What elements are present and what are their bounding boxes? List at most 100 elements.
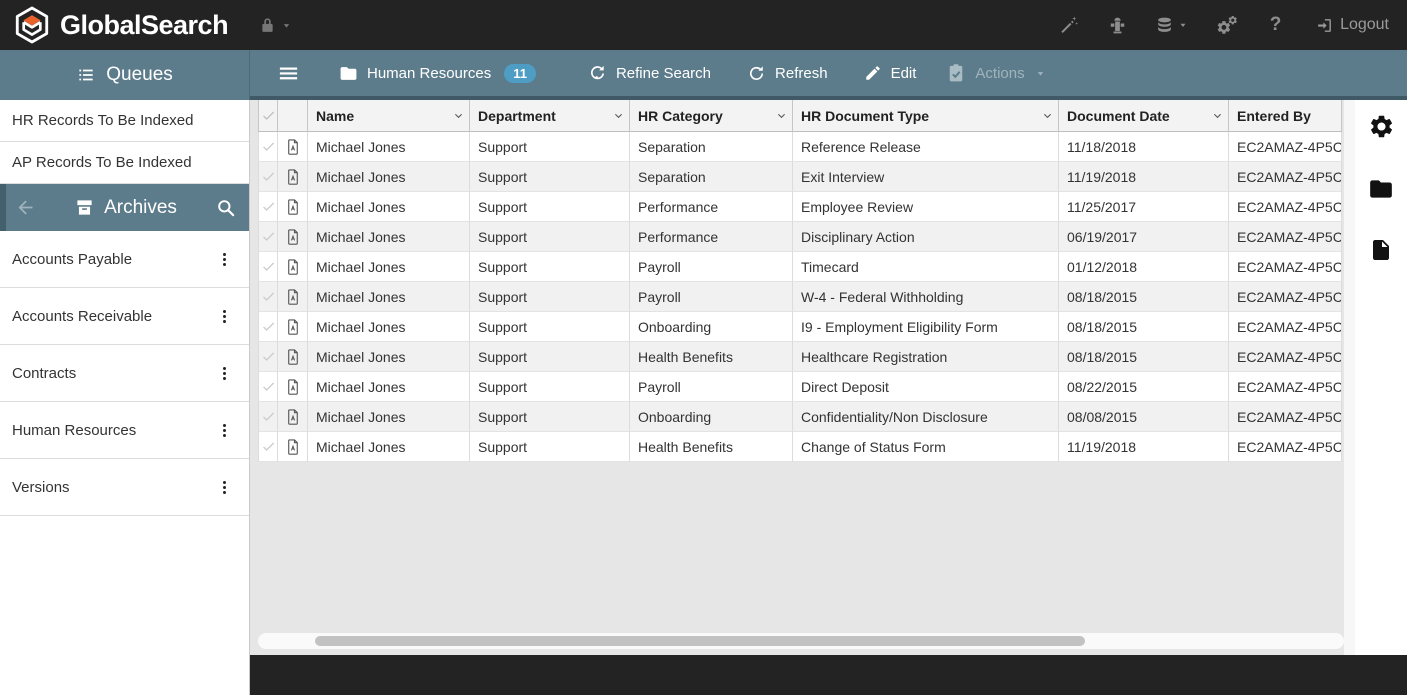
kebab-menu-icon[interactable] (212, 361, 237, 386)
row-file-cell[interactable] (278, 372, 308, 402)
table-row[interactable]: Michael Jones Support Performance Employ… (258, 192, 1342, 222)
document-file-icon (284, 288, 302, 306)
edit-button[interactable]: Edit (864, 64, 916, 82)
chevron-down-icon[interactable] (1040, 108, 1055, 123)
lock-menu-button[interactable] (258, 16, 293, 35)
cell-name: Michael Jones (308, 222, 470, 252)
table-row[interactable]: Michael Jones Support Separation Exit In… (258, 162, 1342, 192)
kebab-menu-icon[interactable] (212, 247, 237, 272)
archive-breadcrumb[interactable]: Human Resources 11 (339, 63, 536, 83)
document-icon[interactable] (1369, 238, 1393, 262)
table-row[interactable]: Michael Jones Support Health Benefits He… (258, 342, 1342, 372)
document-file-icon (284, 378, 302, 396)
column-header[interactable]: Name (308, 100, 470, 132)
row-file-cell[interactable] (278, 222, 308, 252)
archive-name: Human Resources (367, 64, 492, 82)
row-select-check[interactable] (258, 432, 278, 462)
row-select-check[interactable] (258, 192, 278, 222)
bottom-status-bar (250, 655, 1407, 695)
select-all-header[interactable] (258, 100, 278, 132)
back-arrow-icon[interactable] (15, 197, 36, 218)
chevron-down-icon[interactable] (451, 108, 466, 123)
archive-item-label: Human Resources (12, 421, 137, 439)
table-row[interactable]: Michael Jones Support Onboarding I9 - Em… (258, 312, 1342, 342)
chevron-down-icon[interactable] (1210, 108, 1225, 123)
table-row[interactable]: Michael Jones Support Separation Referen… (258, 132, 1342, 162)
kebab-menu-icon[interactable] (212, 418, 237, 443)
row-select-check[interactable] (258, 252, 278, 282)
refine-search-button[interactable]: Refine Search (588, 64, 711, 83)
archive-list-item[interactable]: Human Resources (0, 402, 249, 459)
cell-hr-document-type: I9 - Employment Eligibility Form (793, 312, 1059, 342)
column-header[interactable]: Entered By (1229, 100, 1342, 132)
column-header-label: Name (316, 107, 355, 124)
archive-list-item[interactable]: Accounts Receivable (0, 288, 249, 345)
refine-search-label: Refine Search (615, 64, 712, 82)
archive-list-item[interactable]: Contracts (0, 345, 249, 402)
row-select-check[interactable] (258, 312, 278, 342)
cell-hr-document-type: W-4 - Federal Withholding (793, 282, 1059, 312)
column-header[interactable]: Document Date (1059, 100, 1229, 132)
kebab-menu-icon[interactable] (212, 475, 237, 500)
refresh-button[interactable]: Refresh (747, 64, 828, 83)
folder-icon (339, 64, 358, 83)
table-row[interactable]: Michael Jones Support Performance Discip… (258, 222, 1342, 252)
chevron-down-icon[interactable] (774, 108, 789, 123)
hamburger-icon (277, 62, 300, 85)
search-icon[interactable] (216, 198, 236, 218)
row-select-check[interactable] (258, 342, 278, 372)
row-select-check[interactable] (258, 372, 278, 402)
table-row[interactable]: Michael Jones Support Payroll W-4 - Fede… (258, 282, 1342, 312)
queue-list-item[interactable]: AP Records To Be Indexed (0, 142, 249, 184)
queue-list-item[interactable]: HR Records To Be Indexed (0, 100, 249, 142)
settings-button[interactable] (1202, 14, 1251, 36)
help-button[interactable]: ? (1251, 14, 1300, 36)
row-select-check[interactable] (258, 402, 278, 432)
cell-name: Michael Jones (308, 162, 470, 192)
column-header[interactable]: Department (470, 100, 630, 132)
table-row[interactable]: Michael Jones Support Payroll Timecard 0… (258, 252, 1342, 282)
kebab-menu-icon[interactable] (212, 304, 237, 329)
magic-wand-button[interactable] (1044, 15, 1093, 35)
database-menu-button[interactable] (1142, 16, 1202, 35)
archive-list-item[interactable]: Accounts Payable (0, 231, 249, 288)
table-row[interactable]: Michael Jones Support Payroll Direct Dep… (258, 372, 1342, 402)
logout-button[interactable]: Logout (1316, 16, 1389, 34)
cell-name: Michael Jones (308, 402, 470, 432)
vertical-scrollbar[interactable] (1344, 100, 1355, 655)
row-file-cell[interactable] (278, 132, 308, 162)
row-file-cell[interactable] (278, 252, 308, 282)
row-file-cell[interactable] (278, 192, 308, 222)
row-file-cell[interactable] (278, 312, 308, 342)
row-file-cell[interactable] (278, 402, 308, 432)
archives-list: Accounts Payable Accounts Receivable Con… (0, 231, 249, 516)
settings-gear-icon[interactable] (1368, 113, 1395, 140)
workflow-button[interactable] (1093, 16, 1142, 35)
table-row[interactable]: Michael Jones Support Onboarding Confide… (258, 402, 1342, 432)
cell-document-date: 11/25/2017 (1059, 192, 1229, 222)
toolbar-menu-button[interactable] (277, 62, 300, 85)
row-select-check[interactable] (258, 282, 278, 312)
row-file-cell[interactable] (278, 282, 308, 312)
archive-list-item[interactable]: Versions (0, 459, 249, 516)
queues-list: HR Records To Be Indexed AP Records To B… (0, 100, 249, 184)
horizontal-scrollbar-thumb[interactable] (315, 636, 1085, 646)
cell-hr-category: Separation (630, 162, 793, 192)
row-file-cell[interactable] (278, 342, 308, 372)
row-file-cell[interactable] (278, 162, 308, 192)
row-select-check[interactable] (258, 132, 278, 162)
queues-panel-header: Queues (0, 50, 250, 100)
column-header[interactable]: HR Category (630, 100, 793, 132)
cell-hr-document-type: Change of Status Form (793, 432, 1059, 462)
list-icon (76, 65, 96, 85)
row-select-check[interactable] (258, 162, 278, 192)
table-row[interactable]: Michael Jones Support Health Benefits Ch… (258, 432, 1342, 462)
folder-icon[interactable] (1368, 176, 1394, 202)
actions-button-disabled[interactable]: Actions (946, 63, 1046, 83)
chevron-down-icon[interactable] (611, 108, 626, 123)
column-header[interactable]: HR Document Type (793, 100, 1059, 132)
row-file-cell[interactable] (278, 432, 308, 462)
row-select-check[interactable] (258, 222, 278, 252)
top-app-bar: GlobalSearch ? Logout (0, 0, 1407, 50)
horizontal-scrollbar-track[interactable] (258, 633, 1344, 649)
